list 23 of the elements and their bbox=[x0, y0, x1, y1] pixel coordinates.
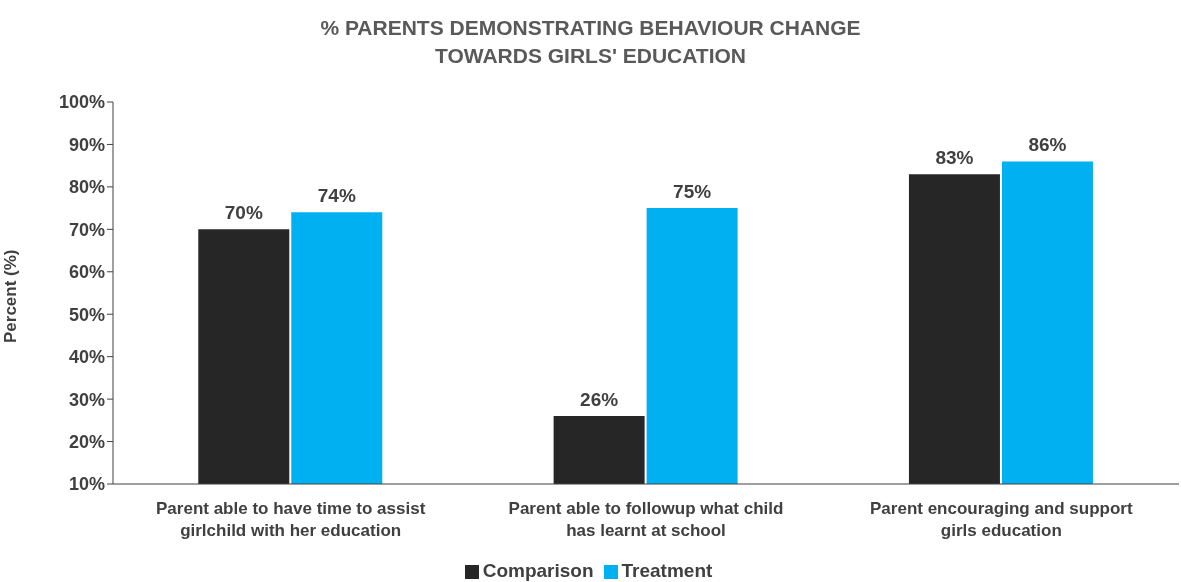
y-tick-label: 10% bbox=[68, 474, 105, 495]
y-axis-title: Percent (%) bbox=[1, 249, 21, 343]
y-tick-label: 40% bbox=[68, 347, 105, 368]
x-tick-label: Parent encouraging and support girls education bbox=[870, 499, 1133, 540]
legend-label: Treatment bbox=[621, 560, 713, 581]
data-label: 70% bbox=[224, 202, 263, 224]
y-tick-label: 20% bbox=[68, 431, 105, 452]
data-label: 26% bbox=[580, 389, 619, 411]
data-label: 74% bbox=[317, 185, 356, 207]
y-tick-label: 70% bbox=[68, 219, 105, 240]
y-tick-label: 80% bbox=[68, 177, 105, 198]
x-tick-label: Parent able to followup what child has learnt at school bbox=[508, 499, 784, 540]
data-label: 86% bbox=[1028, 134, 1067, 156]
data-label: 83% bbox=[935, 147, 974, 169]
chart-title: % PARENTS DEMONSTRATING BEHAVIOUR CHANGE TOWARDS GIRLS' EDUCATION bbox=[319, 15, 862, 69]
y-tick-label: 60% bbox=[68, 262, 105, 283]
x-tick-label: Parent able to have time to assist girlchild with her education bbox=[156, 499, 426, 540]
y-tick-label: 90% bbox=[68, 134, 105, 155]
y-tick-label: 50% bbox=[68, 304, 105, 325]
data-label: 75% bbox=[673, 181, 712, 203]
y-tick-label: 100% bbox=[58, 92, 105, 113]
legend-label: Comparison bbox=[482, 560, 594, 581]
y-tick-label: 30% bbox=[68, 389, 105, 410]
